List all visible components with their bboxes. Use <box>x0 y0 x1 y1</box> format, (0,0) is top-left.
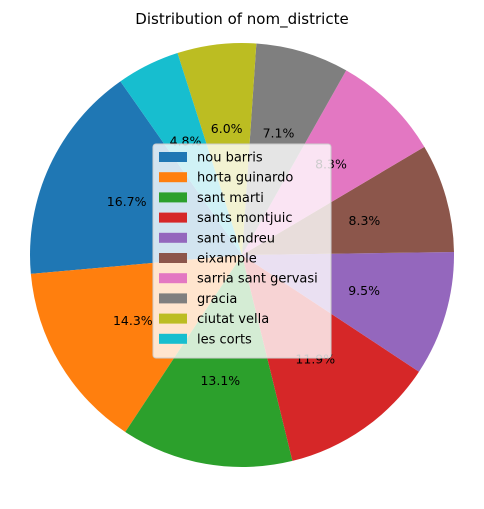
legend-swatch <box>159 293 187 304</box>
legend-box <box>152 143 332 359</box>
legend-entry: sants montjuic <box>197 211 293 226</box>
legend-entry: horta guinardo <box>197 171 293 186</box>
pie-value-label: 13.1% <box>200 373 240 388</box>
legend-swatch <box>159 152 187 162</box>
legend: nou barris horta guinardo sant marti sants … <box>152 143 332 359</box>
legend-entry: les corts <box>197 332 252 347</box>
chart-title: Distribution of nom_districte <box>135 10 348 29</box>
legend-entry: sant andreu <box>197 231 275 246</box>
legend-swatch <box>159 253 187 263</box>
legend-swatch <box>159 232 187 243</box>
legend-swatch <box>159 273 187 284</box>
pie-value-label: 8.3% <box>349 213 381 228</box>
legend-entry: nou barris <box>197 151 263 166</box>
pie-value-label: 14.3% <box>113 313 153 328</box>
legend-entry: gracia <box>197 292 237 307</box>
legend-entry: ciutat vella <box>197 312 269 327</box>
legend-swatch <box>159 212 187 223</box>
legend-swatch <box>159 313 187 324</box>
legend-swatch <box>159 172 187 183</box>
legend-entry: eixample <box>197 252 257 267</box>
legend-swatch <box>159 192 187 203</box>
legend-entry: sarria sant gervasi <box>197 272 318 287</box>
pie-value-label: 9.5% <box>348 283 380 298</box>
pie-value-label: 16.7% <box>107 194 147 209</box>
legend-entry: sant marti <box>197 191 264 206</box>
pie-value-label: 7.1% <box>263 126 295 141</box>
legend-swatch <box>159 333 187 344</box>
pie-value-label: 6.0% <box>211 121 243 136</box>
